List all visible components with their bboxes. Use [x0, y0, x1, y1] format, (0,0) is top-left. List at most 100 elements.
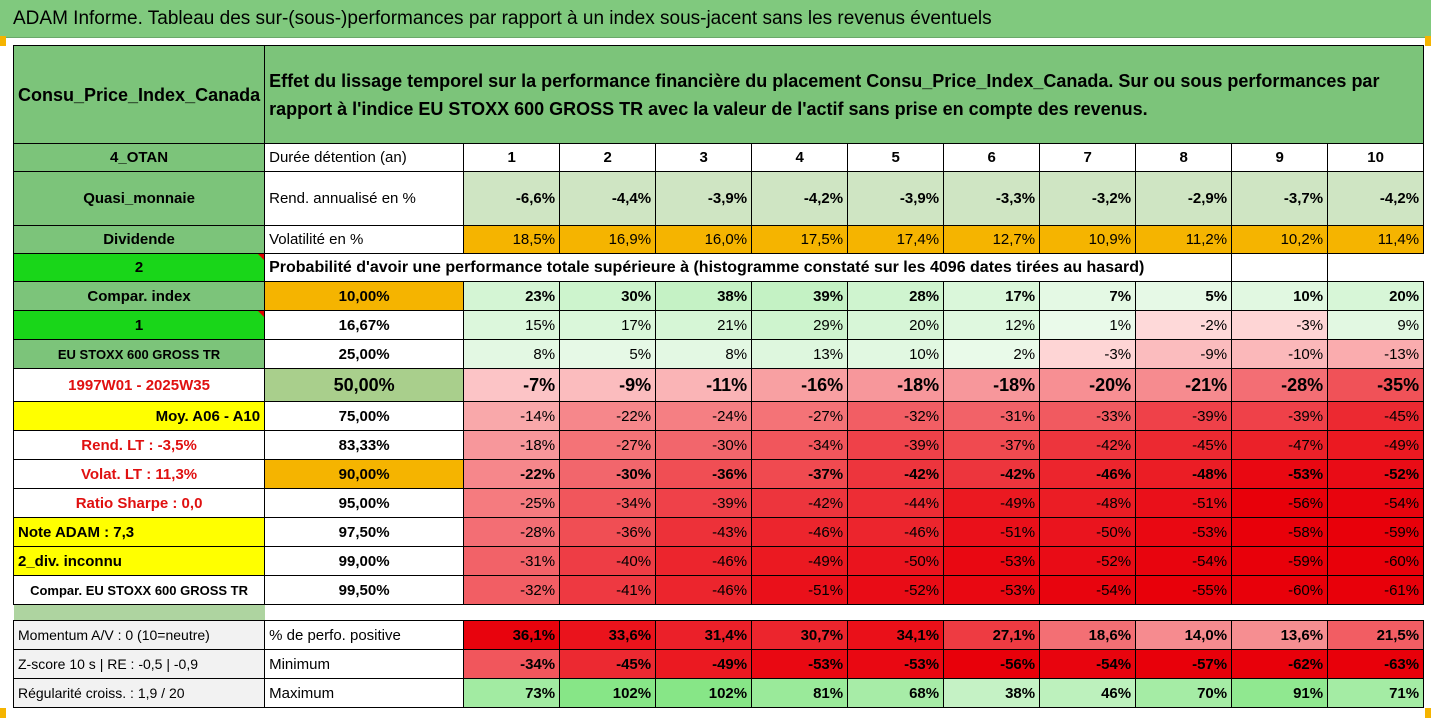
stat-value[interactable]: 70% [1135, 678, 1233, 708]
return-value[interactable]: -3,9% [847, 171, 945, 226]
performance-cell[interactable]: -47% [1231, 430, 1329, 460]
stat-value[interactable]: 18,6% [1039, 620, 1137, 650]
percentile-value[interactable]: 97,50% [264, 517, 465, 547]
performance-cell[interactable]: -30% [655, 430, 753, 460]
stat-value[interactable]: 81% [751, 678, 849, 708]
performance-cell[interactable]: -60% [1327, 546, 1425, 576]
performance-cell[interactable]: 8% [655, 339, 753, 369]
performance-cell[interactable]: -11% [655, 368, 753, 402]
performance-cell[interactable]: -46% [847, 517, 945, 547]
stat-value[interactable]: -63% [1327, 649, 1425, 679]
performance-cell[interactable]: -36% [655, 459, 753, 489]
return-value[interactable]: -3,7% [1231, 171, 1329, 226]
performance-cell[interactable]: -18% [463, 430, 561, 460]
performance-cell[interactable]: -50% [1039, 517, 1137, 547]
stat-value[interactable]: 73% [463, 678, 561, 708]
performance-cell[interactable]: -9% [559, 368, 657, 402]
performance-cell[interactable]: -39% [655, 488, 753, 518]
side-label[interactable]: 1 [12, 310, 266, 340]
performance-cell[interactable]: 17% [559, 310, 657, 340]
spacer-cell[interactable] [13, 604, 265, 621]
performance-cell[interactable]: -52% [1039, 546, 1137, 576]
probability-caption[interactable]: Probabilité d'avoir une performance tota… [264, 253, 1232, 282]
percentile-value[interactable]: 83,33% [264, 430, 465, 460]
performance-cell[interactable]: -45% [1327, 401, 1425, 431]
side-label[interactable]: Compar. EU STOXX 600 GROSS TR [12, 575, 266, 605]
performance-cell[interactable]: -39% [1135, 401, 1233, 431]
performance-cell[interactable]: 2% [943, 339, 1041, 369]
performance-cell[interactable]: -51% [751, 575, 849, 605]
performance-cell[interactable]: -55% [1135, 575, 1233, 605]
duration-header[interactable]: 2 [559, 143, 657, 172]
percentile-value[interactable]: 50,00% [264, 368, 465, 402]
stat-value[interactable]: 34,1% [847, 620, 945, 650]
empty-cell[interactable] [1231, 604, 1328, 621]
performance-cell[interactable]: -25% [463, 488, 561, 518]
performance-cell[interactable]: -46% [655, 546, 753, 576]
empty-cell[interactable] [847, 604, 944, 621]
stat-value[interactable]: 91% [1231, 678, 1329, 708]
performance-cell[interactable]: -46% [655, 575, 753, 605]
performance-cell[interactable]: -44% [847, 488, 945, 518]
performance-cell[interactable]: -59% [1231, 546, 1329, 576]
percentile-value[interactable]: 99,00% [264, 546, 465, 576]
volatility-value[interactable]: 18,5% [463, 225, 561, 254]
duration-header[interactable]: 6 [943, 143, 1041, 172]
performance-cell[interactable]: 7% [1039, 281, 1137, 311]
empty-cell[interactable] [943, 604, 1040, 621]
performance-cell[interactable]: -49% [943, 488, 1041, 518]
performance-cell[interactable]: -32% [463, 575, 561, 605]
performance-cell[interactable]: -18% [847, 368, 945, 402]
row-label[interactable]: Volatilité en % [264, 225, 465, 254]
performance-cell[interactable]: -58% [1231, 517, 1329, 547]
stat-value[interactable]: 46% [1039, 678, 1137, 708]
performance-cell[interactable]: -52% [847, 575, 945, 605]
performance-cell[interactable]: 28% [847, 281, 945, 311]
empty-cell[interactable] [264, 604, 464, 621]
performance-cell[interactable]: 39% [751, 281, 849, 311]
performance-cell[interactable]: -36% [559, 517, 657, 547]
stat-value[interactable]: 33,6% [559, 620, 657, 650]
performance-cell[interactable]: -14% [463, 401, 561, 431]
performance-cell[interactable]: -42% [751, 488, 849, 518]
stat-value[interactable]: -49% [655, 649, 753, 679]
performance-cell[interactable]: -39% [847, 430, 945, 460]
performance-cell[interactable]: -13% [1327, 339, 1425, 369]
volatility-value[interactable]: 17,5% [751, 225, 849, 254]
duration-header[interactable]: 3 [655, 143, 753, 172]
performance-cell[interactable]: 17% [943, 281, 1041, 311]
duration-header[interactable]: 10 [1327, 143, 1425, 172]
performance-cell[interactable]: -61% [1327, 575, 1425, 605]
performance-cell[interactable]: -46% [1039, 459, 1137, 489]
stat-value[interactable]: 38% [943, 678, 1041, 708]
performance-cell[interactable]: -56% [1231, 488, 1329, 518]
performance-cell[interactable]: 12% [943, 310, 1041, 340]
stat-value[interactable]: 102% [559, 678, 657, 708]
performance-cell[interactable]: -21% [1135, 368, 1233, 402]
performance-cell[interactable]: -52% [1327, 459, 1425, 489]
side-label[interactable]: Compar. index [12, 281, 266, 311]
stat-value[interactable]: 71% [1327, 678, 1425, 708]
fund-description[interactable]: Effet du lissage temporel sur la perform… [264, 45, 1425, 144]
side-label[interactable]: 4_OTAN [12, 143, 266, 172]
return-value[interactable]: -6,6% [463, 171, 561, 226]
volatility-value[interactable]: 16,9% [559, 225, 657, 254]
performance-cell[interactable]: -42% [943, 459, 1041, 489]
empty-cell[interactable] [1231, 253, 1329, 282]
performance-cell[interactable]: -35% [1327, 368, 1425, 402]
side-label[interactable]: Régularité croiss. : 1,9 / 20 [12, 678, 266, 708]
performance-cell[interactable]: -20% [1039, 368, 1137, 402]
return-value[interactable]: -4,2% [1327, 171, 1425, 226]
performance-cell[interactable]: 30% [559, 281, 657, 311]
stat-value[interactable]: -45% [559, 649, 657, 679]
stat-value[interactable]: 30,7% [751, 620, 849, 650]
side-label[interactable]: Z-score 10 s | RE : -0,5 | -0,9 [12, 649, 266, 679]
empty-cell[interactable] [559, 604, 656, 621]
duration-header[interactable]: 5 [847, 143, 945, 172]
stat-value[interactable]: -62% [1231, 649, 1329, 679]
performance-cell[interactable]: -48% [1135, 459, 1233, 489]
percentile-value[interactable]: 25,00% [264, 339, 465, 369]
return-value[interactable]: -4,2% [751, 171, 849, 226]
volatility-value[interactable]: 17,4% [847, 225, 945, 254]
performance-cell[interactable]: 20% [847, 310, 945, 340]
